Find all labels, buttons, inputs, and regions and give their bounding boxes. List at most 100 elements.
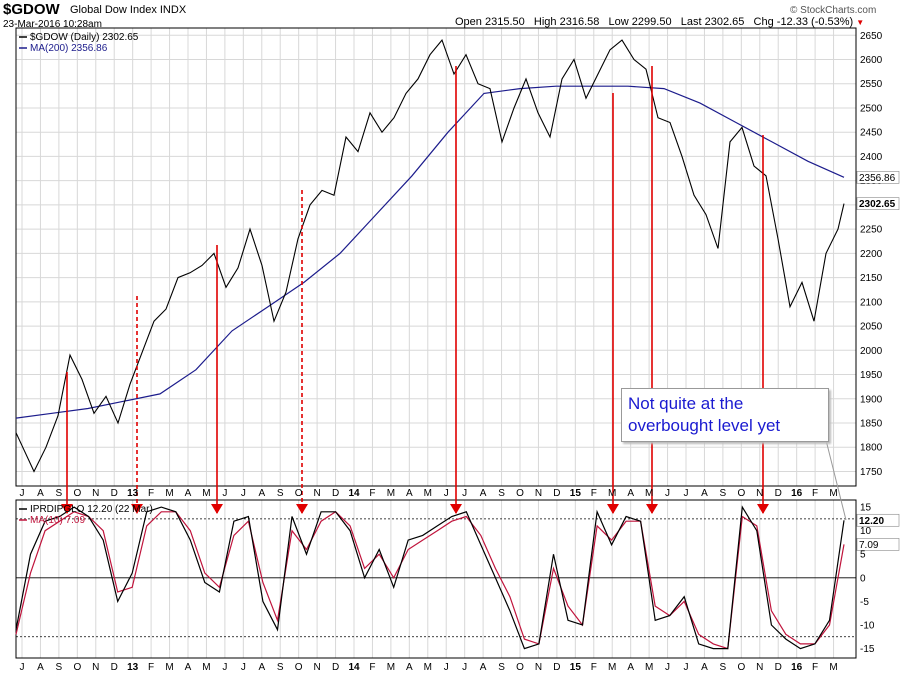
x-tick-label: J [444,488,449,499]
oscillator-ma-line [15,511,845,650]
x-tick-label: A [185,662,192,673]
x-tick-label: A [37,488,44,499]
x-tick-label: D [775,488,782,499]
x-tick-label: M [202,488,210,499]
x-tick-label: O [73,662,81,673]
signal-arrow-head [61,504,73,514]
oscillator-y-axis: -15 -10 -5 0 5 10 15 [860,503,875,655]
x-tick-label: J [444,662,449,673]
y-tick-label: 2500 [860,103,883,114]
y-tick-label: 2150 [860,273,883,284]
x-tick-label: A [627,488,634,499]
y-tick-label: 1950 [860,370,883,381]
chart-symbol: $GDOW [3,1,60,18]
last-value-label: 7.09 [859,540,879,551]
signal-arrow-head [646,504,658,514]
x-tick-label: S [277,488,284,499]
annotation-text: Not quite at the overbought level yet [628,394,781,435]
high-label: High [533,16,557,28]
x-tick-label: A [185,488,192,499]
last-value-box [856,171,900,184]
signal-arrow-head [211,504,223,514]
x-tick-label: 15 [570,488,582,499]
x-tick-label: J [665,662,670,673]
y-tick-label: 1850 [860,418,883,429]
x-tick-label: S [56,662,63,673]
x-tick-label: O [737,662,745,673]
x-tick-label: D [775,662,782,673]
x-tick-label: N [313,488,320,499]
price-line [15,38,845,473]
x-tick-label: D [553,488,560,499]
y-tick-label: 1800 [860,443,883,454]
ohlc-readout: Open 2315.50 High 2316.58 Low 2299.50 La… [455,16,864,28]
x-tick-label: S [720,488,727,499]
x-tick-label: S [277,662,284,673]
y-tick-label: -5 [860,597,869,608]
x-tick-label: M [645,662,653,673]
x-tick-label: J [462,662,467,673]
x-tick-label: A [37,662,44,673]
y-tick-label: 2050 [860,322,883,333]
low-value: 2299.50 [631,16,672,28]
x-tick-label: M [829,488,837,499]
legend-entry: MA(10) 7.09 [30,515,85,526]
signal-arrow-head [450,504,462,514]
brand-watermark: © StockCharts.com [790,5,877,16]
x-tick-label: A [480,662,487,673]
x-tick-label: J [684,488,689,499]
x-tick-label: O [516,488,524,499]
x-tick-label: F [591,488,597,499]
y-tick-label: 1750 [860,467,883,478]
y-tick-label: 5 [860,550,866,561]
y-tick-label: 2600 [860,55,883,66]
oscillator-line [15,505,845,650]
chg-label: Chg [753,16,774,28]
signal-arrows [61,66,769,514]
chart-date: 23-Mar-2016 10:28am [3,19,102,30]
x-tick-label: M [608,488,616,499]
last-value-label: 2302.65 [859,199,896,210]
x-tick-label: D [111,662,118,673]
x-tick-label: S [498,662,505,673]
x-tick-label: 16 [791,488,803,499]
x-tick-label: J [684,662,689,673]
x-tick-label: A [627,662,634,673]
x-tick-label: 13 [127,488,139,499]
last-value-box [856,197,900,210]
price-y-axis: 1750 1800 1850 1900 1950 2000 2050 2100 2150 2200… [856,31,900,551]
last-value-box [856,513,900,527]
x-tick-label: A [480,488,487,499]
y-tick-label: 1900 [860,394,883,405]
x-tick-label: A [406,662,413,673]
x-tick-label: J [241,488,246,499]
x-tick-label: S [498,488,505,499]
x-tick-label: A [258,488,265,499]
x-tick-label: J [222,662,227,673]
signal-arrow-head [131,504,143,514]
x-tick-label: F [369,488,375,499]
signal-arrow-head [757,504,769,514]
x-tick-label: M [424,488,432,499]
index-name: Global Dow Index INDX [70,4,187,16]
chg-value: -12.33 (-0.53%) [776,16,854,28]
x-tick-label: O [737,488,745,499]
x-tick-label: S [720,662,727,673]
price-panel-series [15,38,845,473]
x-tick-label: 16 [791,662,803,673]
y-tick-label: 2100 [860,297,883,308]
legend-entry: MA(200) 2356.86 [30,43,108,54]
y-tick-label: 15 [860,503,872,514]
x-tick-label: J [20,488,25,499]
low-label: Low [608,16,629,28]
x-tick-label: J [222,488,227,499]
high-value: 2316.58 [559,16,600,28]
last-label: Last [680,16,702,28]
x-tick-label: 14 [348,662,360,673]
x-tick-label: 13 [127,662,139,673]
x-tick-label: F [369,662,375,673]
x-tick-label: N [535,488,542,499]
x-tick-label: A [701,488,708,499]
x-tick-label: D [332,662,339,673]
last-value-label: 2356.86 [859,173,896,184]
